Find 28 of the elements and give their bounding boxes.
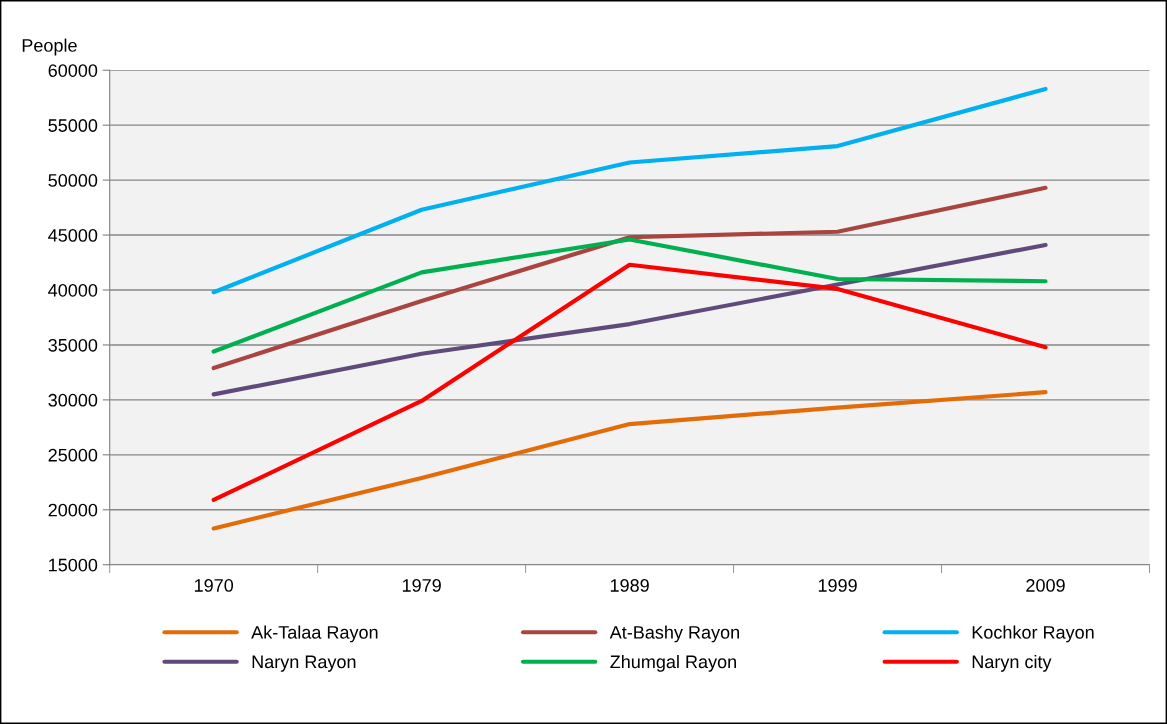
legend-label: Naryn city bbox=[972, 654, 1052, 672]
legend-label: Ak-Talaa Rayon bbox=[251, 625, 378, 643]
legend-label: Naryn Rayon bbox=[252, 655, 356, 672]
legend-label: Zhumgal Rayon bbox=[610, 654, 736, 672]
x-tick-label: 1999 bbox=[818, 579, 857, 592]
x-tick-label: 2009 bbox=[1026, 579, 1065, 592]
y-tick-label: 60000 bbox=[48, 64, 98, 77]
line-series bbox=[211, 390, 1048, 531]
y-axis-title: People bbox=[22, 38, 77, 56]
y-tick-label: 45000 bbox=[48, 228, 98, 242]
legend-label: At-Bashy Rayon bbox=[609, 625, 739, 643]
line-series bbox=[211, 185, 1048, 371]
x-tick-label: 1970 bbox=[194, 579, 234, 592]
line-series bbox=[211, 262, 1048, 502]
x-tick-label: 1989 bbox=[610, 579, 649, 592]
y-tick-label: 30000 bbox=[48, 393, 98, 407]
legend-label: Kochkor Rayon bbox=[972, 625, 1094, 643]
y-tick-label: 35000 bbox=[48, 338, 98, 352]
line-series bbox=[211, 86, 1048, 295]
x-tick-label: 1979 bbox=[402, 579, 441, 592]
y-tick-label: 55000 bbox=[48, 119, 98, 132]
y-tick-label: 50000 bbox=[48, 174, 98, 187]
line-series bbox=[211, 237, 1048, 354]
line-series bbox=[211, 242, 1048, 397]
y-tick-label: 40000 bbox=[48, 283, 98, 297]
y-tick-label: 25000 bbox=[48, 448, 98, 462]
y-tick-label: 20000 bbox=[48, 503, 98, 517]
y-tick-label: 15000 bbox=[49, 558, 98, 572]
